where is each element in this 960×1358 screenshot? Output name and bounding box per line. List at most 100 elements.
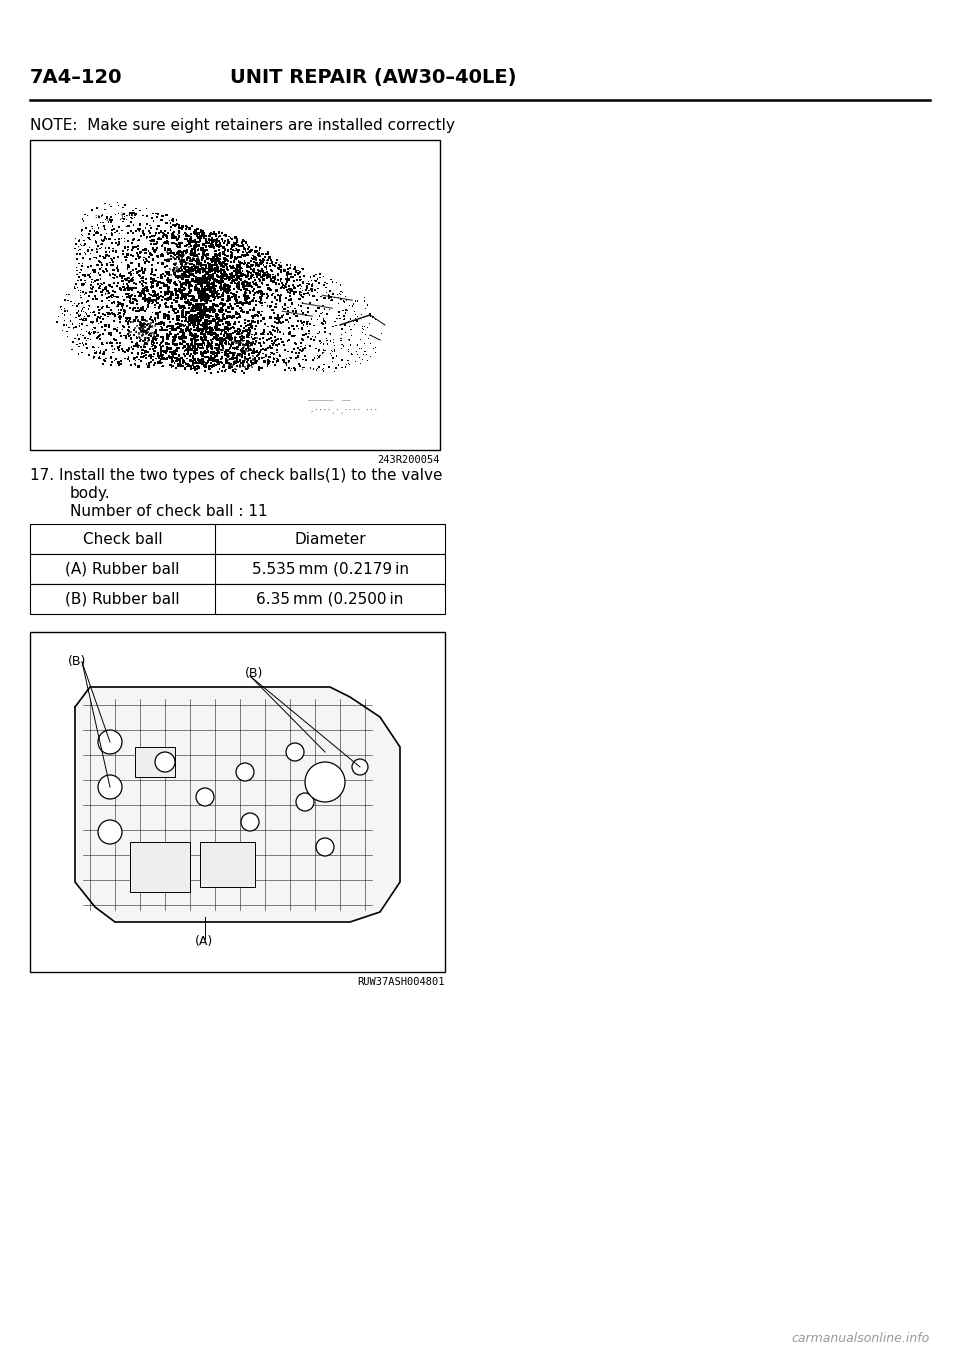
Bar (135, 747, 175, 777)
Point (273, 277, 288, 299)
Point (206, 326, 222, 348)
Point (315, 295, 330, 316)
Point (208, 337, 224, 359)
Point (176, 349, 191, 371)
Point (342, 316, 357, 338)
Point (297, 311, 312, 333)
Point (91, 303, 107, 325)
Point (229, 269, 245, 291)
Point (156, 312, 172, 334)
Point (205, 268, 221, 289)
Point (217, 280, 232, 301)
Point (100, 254, 115, 276)
Point (201, 274, 216, 296)
Point (259, 261, 275, 282)
Point (293, 266, 308, 288)
Point (207, 326, 223, 348)
Point (201, 318, 216, 340)
Point (66, 316, 82, 338)
Point (191, 243, 206, 265)
Point (226, 266, 241, 288)
Point (354, 322, 370, 344)
Point (256, 350, 272, 372)
Point (228, 353, 244, 375)
Point (254, 258, 270, 280)
Point (253, 304, 269, 326)
Point (204, 318, 219, 340)
Point (336, 308, 351, 330)
Point (252, 341, 268, 363)
Point (190, 251, 205, 273)
Point (134, 346, 150, 368)
Point (130, 243, 145, 265)
Point (78, 272, 93, 293)
Point (160, 296, 176, 318)
Point (176, 350, 191, 372)
Point (59, 284, 74, 306)
Point (195, 282, 210, 304)
Point (239, 334, 254, 356)
Point (212, 232, 228, 254)
Point (160, 243, 176, 265)
Point (261, 352, 276, 373)
Point (57, 297, 72, 319)
Point (200, 273, 215, 295)
Point (137, 314, 153, 335)
Point (101, 316, 116, 338)
Point (232, 254, 248, 276)
Point (147, 342, 162, 364)
Point (183, 223, 199, 244)
Point (198, 342, 213, 364)
Point (171, 280, 186, 301)
Point (220, 257, 235, 278)
Point (197, 326, 212, 348)
Point (333, 284, 348, 306)
Point (252, 244, 268, 266)
Point (252, 303, 267, 325)
Point (98, 193, 113, 215)
Point (282, 360, 298, 382)
Point (60, 326, 75, 348)
Point (136, 320, 152, 342)
Point (102, 287, 117, 308)
Point (73, 234, 88, 255)
Point (189, 225, 204, 247)
Point (131, 262, 146, 284)
Point (189, 269, 204, 291)
Point (240, 244, 255, 266)
Point (96, 280, 111, 301)
Point (107, 349, 122, 371)
Point (173, 314, 188, 335)
Point (225, 333, 240, 354)
Point (190, 295, 205, 316)
Point (60, 300, 76, 322)
Point (202, 323, 217, 345)
Point (281, 274, 297, 296)
Point (209, 281, 225, 303)
Point (134, 344, 150, 365)
Point (158, 292, 174, 314)
Point (224, 246, 239, 268)
Point (191, 297, 206, 319)
Point (168, 249, 183, 270)
Point (181, 258, 197, 280)
Point (85, 337, 101, 359)
Point (231, 292, 247, 314)
Point (177, 262, 192, 284)
Point (135, 307, 151, 329)
Point (317, 299, 332, 320)
Point (209, 338, 225, 360)
Point (166, 242, 181, 263)
Point (213, 262, 228, 284)
Point (218, 342, 233, 364)
Point (165, 344, 180, 365)
Point (145, 345, 160, 367)
Point (176, 243, 191, 265)
Point (63, 304, 79, 326)
Point (121, 320, 136, 342)
Point (249, 254, 264, 276)
Point (170, 300, 185, 322)
Point (147, 293, 162, 315)
Point (186, 255, 202, 277)
Point (204, 310, 220, 331)
